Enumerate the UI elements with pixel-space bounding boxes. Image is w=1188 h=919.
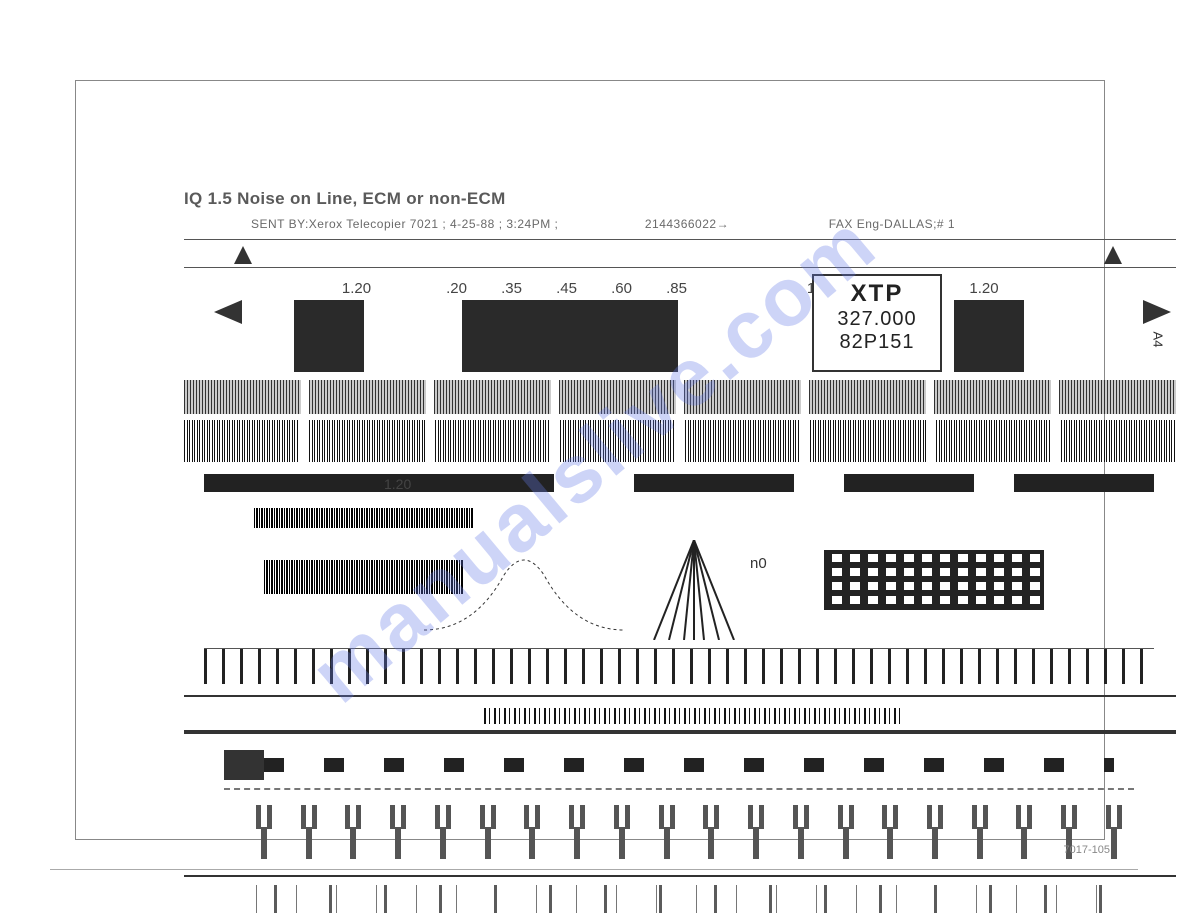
tuning-fork-icon bbox=[791, 805, 811, 860]
gray-pattern-band bbox=[184, 380, 1176, 414]
pattern-block bbox=[309, 380, 426, 414]
barcode-block bbox=[1061, 420, 1176, 462]
arrow-up-icon bbox=[1104, 246, 1122, 264]
bottom-pattern bbox=[244, 885, 1124, 913]
a4-format-label: A4 bbox=[1151, 332, 1166, 348]
registration-box-icon bbox=[224, 750, 264, 780]
tuning-fork-icon bbox=[657, 805, 677, 860]
tick-ruler bbox=[204, 648, 1154, 684]
barcode-block bbox=[685, 420, 800, 462]
barcode-block bbox=[435, 420, 550, 462]
xtp-part: 82P151 bbox=[814, 331, 940, 354]
scale-value: 1.20 bbox=[939, 280, 1029, 297]
bar-segment bbox=[634, 474, 794, 492]
dash-pattern-row bbox=[264, 758, 1114, 772]
tuning-fork-icon bbox=[343, 805, 363, 860]
tuning-fork-icon bbox=[880, 805, 900, 860]
barcode-block bbox=[184, 420, 299, 462]
pattern-block bbox=[809, 380, 926, 414]
tuning-fork-icon bbox=[746, 805, 766, 860]
barcode-block bbox=[936, 420, 1051, 462]
mid-scale-label: 1.20 bbox=[384, 476, 411, 492]
horizontal-rule bbox=[184, 730, 1176, 734]
pattern-block bbox=[434, 380, 551, 414]
tuning-fork-icon bbox=[254, 805, 274, 860]
bell-curve-icon bbox=[424, 545, 624, 635]
tuning-fork-icon bbox=[433, 805, 453, 860]
tuning-fork-icon bbox=[478, 805, 498, 860]
ruler-top bbox=[184, 240, 1176, 268]
document-page: IQ 1.5 Noise on Line, ECM or non-ECM SEN… bbox=[75, 80, 1105, 840]
convergence-fan-icon bbox=[634, 540, 754, 640]
scale-value: 1.20 bbox=[284, 280, 429, 297]
fax-header-line: SENT BY:Xerox Telecopier 7021 ; 4-25-88 … bbox=[251, 217, 1151, 231]
horizontal-rule bbox=[184, 875, 1176, 877]
bar-segment bbox=[1014, 474, 1154, 492]
barcode-block bbox=[810, 420, 925, 462]
arrow-up-icon bbox=[234, 246, 252, 264]
pattern-block bbox=[1059, 380, 1176, 414]
small-barcode bbox=[254, 508, 474, 528]
dotted-rule bbox=[224, 788, 1134, 790]
tuning-fork-icon bbox=[522, 805, 542, 860]
mid-barcode bbox=[484, 708, 904, 724]
pattern-block bbox=[184, 380, 301, 414]
scale-labels-row: 1.20 .20 .35 .45 .60 .85 1.20 1.20 bbox=[284, 280, 1134, 297]
tuning-fork-icon bbox=[836, 805, 856, 860]
density-box bbox=[294, 300, 364, 372]
scale-value: .35 bbox=[484, 280, 539, 297]
scale-value: .20 bbox=[429, 280, 484, 297]
tuning-fork-icon bbox=[970, 805, 990, 860]
tuning-fork-icon bbox=[925, 805, 945, 860]
test-pattern-area: 1.20 .20 .35 .45 .60 .85 1.20 1.20 XTP 3… bbox=[184, 239, 1176, 919]
black-bar-row bbox=[204, 474, 1154, 492]
xtp-label: XTP bbox=[814, 280, 940, 308]
n0-label: n0 bbox=[750, 555, 767, 572]
tuning-fork-row bbox=[254, 805, 1124, 865]
horizontal-rule bbox=[184, 695, 1176, 697]
density-box-row bbox=[184, 300, 1176, 380]
tuning-fork-icon bbox=[388, 805, 408, 860]
tuning-fork-icon bbox=[701, 805, 721, 860]
density-box bbox=[462, 300, 678, 372]
bar-segment bbox=[204, 474, 554, 492]
pattern-block bbox=[934, 380, 1051, 414]
fax-destination: FAX Eng-DALLAS;# 1 bbox=[829, 217, 1029, 231]
fax-sent-by: SENT BY:Xerox Telecopier 7021 ; 4-25-88 … bbox=[251, 217, 641, 231]
tuning-fork-icon bbox=[299, 805, 319, 860]
tuning-fork-icon bbox=[612, 805, 632, 860]
barcode-block bbox=[560, 420, 675, 462]
pattern-block bbox=[559, 380, 676, 414]
footer-rule bbox=[50, 869, 1138, 870]
tuning-fork-icon bbox=[567, 805, 587, 860]
barcode-band bbox=[184, 420, 1176, 462]
section-title: IQ 1.5 Noise on Line, ECM or non-ECM bbox=[184, 189, 506, 209]
scale-value: .60 bbox=[594, 280, 649, 297]
scale-value: .85 bbox=[649, 280, 704, 297]
tuning-fork-icon bbox=[1014, 805, 1034, 860]
density-box bbox=[954, 300, 1024, 372]
footer-code: 7017-105 bbox=[1064, 844, 1111, 856]
xtp-info-box: XTP 327.000 82P151 bbox=[812, 274, 942, 372]
scale-value: .45 bbox=[539, 280, 594, 297]
bar-segment bbox=[844, 474, 974, 492]
checker-pattern bbox=[824, 550, 1044, 610]
xtp-number: 327.000 bbox=[814, 308, 940, 331]
barcode-block bbox=[309, 420, 424, 462]
pattern-block bbox=[684, 380, 801, 414]
fax-phone: 2144366022→ bbox=[645, 217, 825, 231]
